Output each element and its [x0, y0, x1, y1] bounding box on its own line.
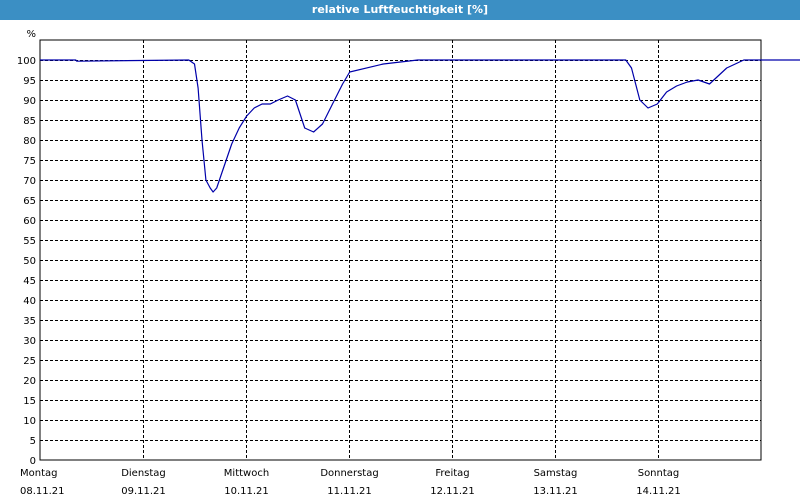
y-tick-label: 5 [30, 436, 36, 447]
grid [39, 39, 762, 461]
y-tick-label: 85 [23, 116, 36, 127]
chart-title: relative Luftfeuchtigkeit [%] [0, 0, 800, 20]
x-tick-day-label: Mittwoch [224, 468, 269, 479]
y-tick-label: 95 [23, 76, 36, 87]
x-axis: Montag 08.11.21 Dienstag 09.11.21 Mittwoch 10… [20, 468, 681, 497]
y-tick-label: 15 [23, 396, 36, 407]
y-tick-label: 80 [23, 136, 36, 147]
plot-frame [39, 39, 762, 461]
y-tick-label: 75 [23, 156, 36, 167]
x-tick-day-label: Montag [20, 468, 57, 479]
y-tick-label: 65 [23, 196, 36, 207]
x-tick-day-label: Donnerstag [320, 468, 378, 479]
y-tick-label: 55 [23, 236, 36, 247]
y-tick-label: 100 [17, 56, 36, 67]
x-tick-date-label: 14.11.21 [636, 486, 681, 497]
x-tick-date-label: 12.11.21 [430, 486, 475, 497]
y-axis: 0 5 10 15 20 25 30 35 40 45 50 55 60 65 70 75 80 85 90 95 10… [17, 56, 36, 467]
y-tick-label: 25 [23, 356, 36, 367]
x-tick-day-label: Freitag [435, 468, 469, 479]
y-axis-label: % [26, 29, 36, 40]
x-tick-day-label: Samstag [534, 468, 578, 479]
y-tick-label: 35 [23, 316, 36, 327]
y-tick-label: 30 [23, 336, 36, 347]
y-tick-label: 10 [23, 416, 36, 427]
x-tick-date-label: 11.11.21 [327, 486, 372, 497]
x-tick-date-label: 09.11.21 [121, 486, 166, 497]
x-tick-date-label: 08.11.21 [20, 486, 65, 497]
humidity-series-line [40, 59, 800, 193]
y-tick-label: 90 [23, 96, 36, 107]
y-tick-label: 45 [23, 276, 36, 287]
x-tick-day-label: Dienstag [121, 468, 166, 479]
y-tick-label: 0 [30, 456, 36, 467]
y-tick-label: 40 [23, 296, 36, 307]
y-tick-label: 60 [23, 216, 36, 227]
y-tick-label: 20 [23, 376, 36, 387]
y-tick-label: 70 [23, 176, 36, 187]
x-tick-date-label: 13.11.21 [533, 486, 578, 497]
x-tick-day-label: Sonntag [638, 468, 680, 479]
y-tick-label: 50 [23, 256, 36, 267]
x-tick-date-label: 10.11.21 [224, 486, 269, 497]
